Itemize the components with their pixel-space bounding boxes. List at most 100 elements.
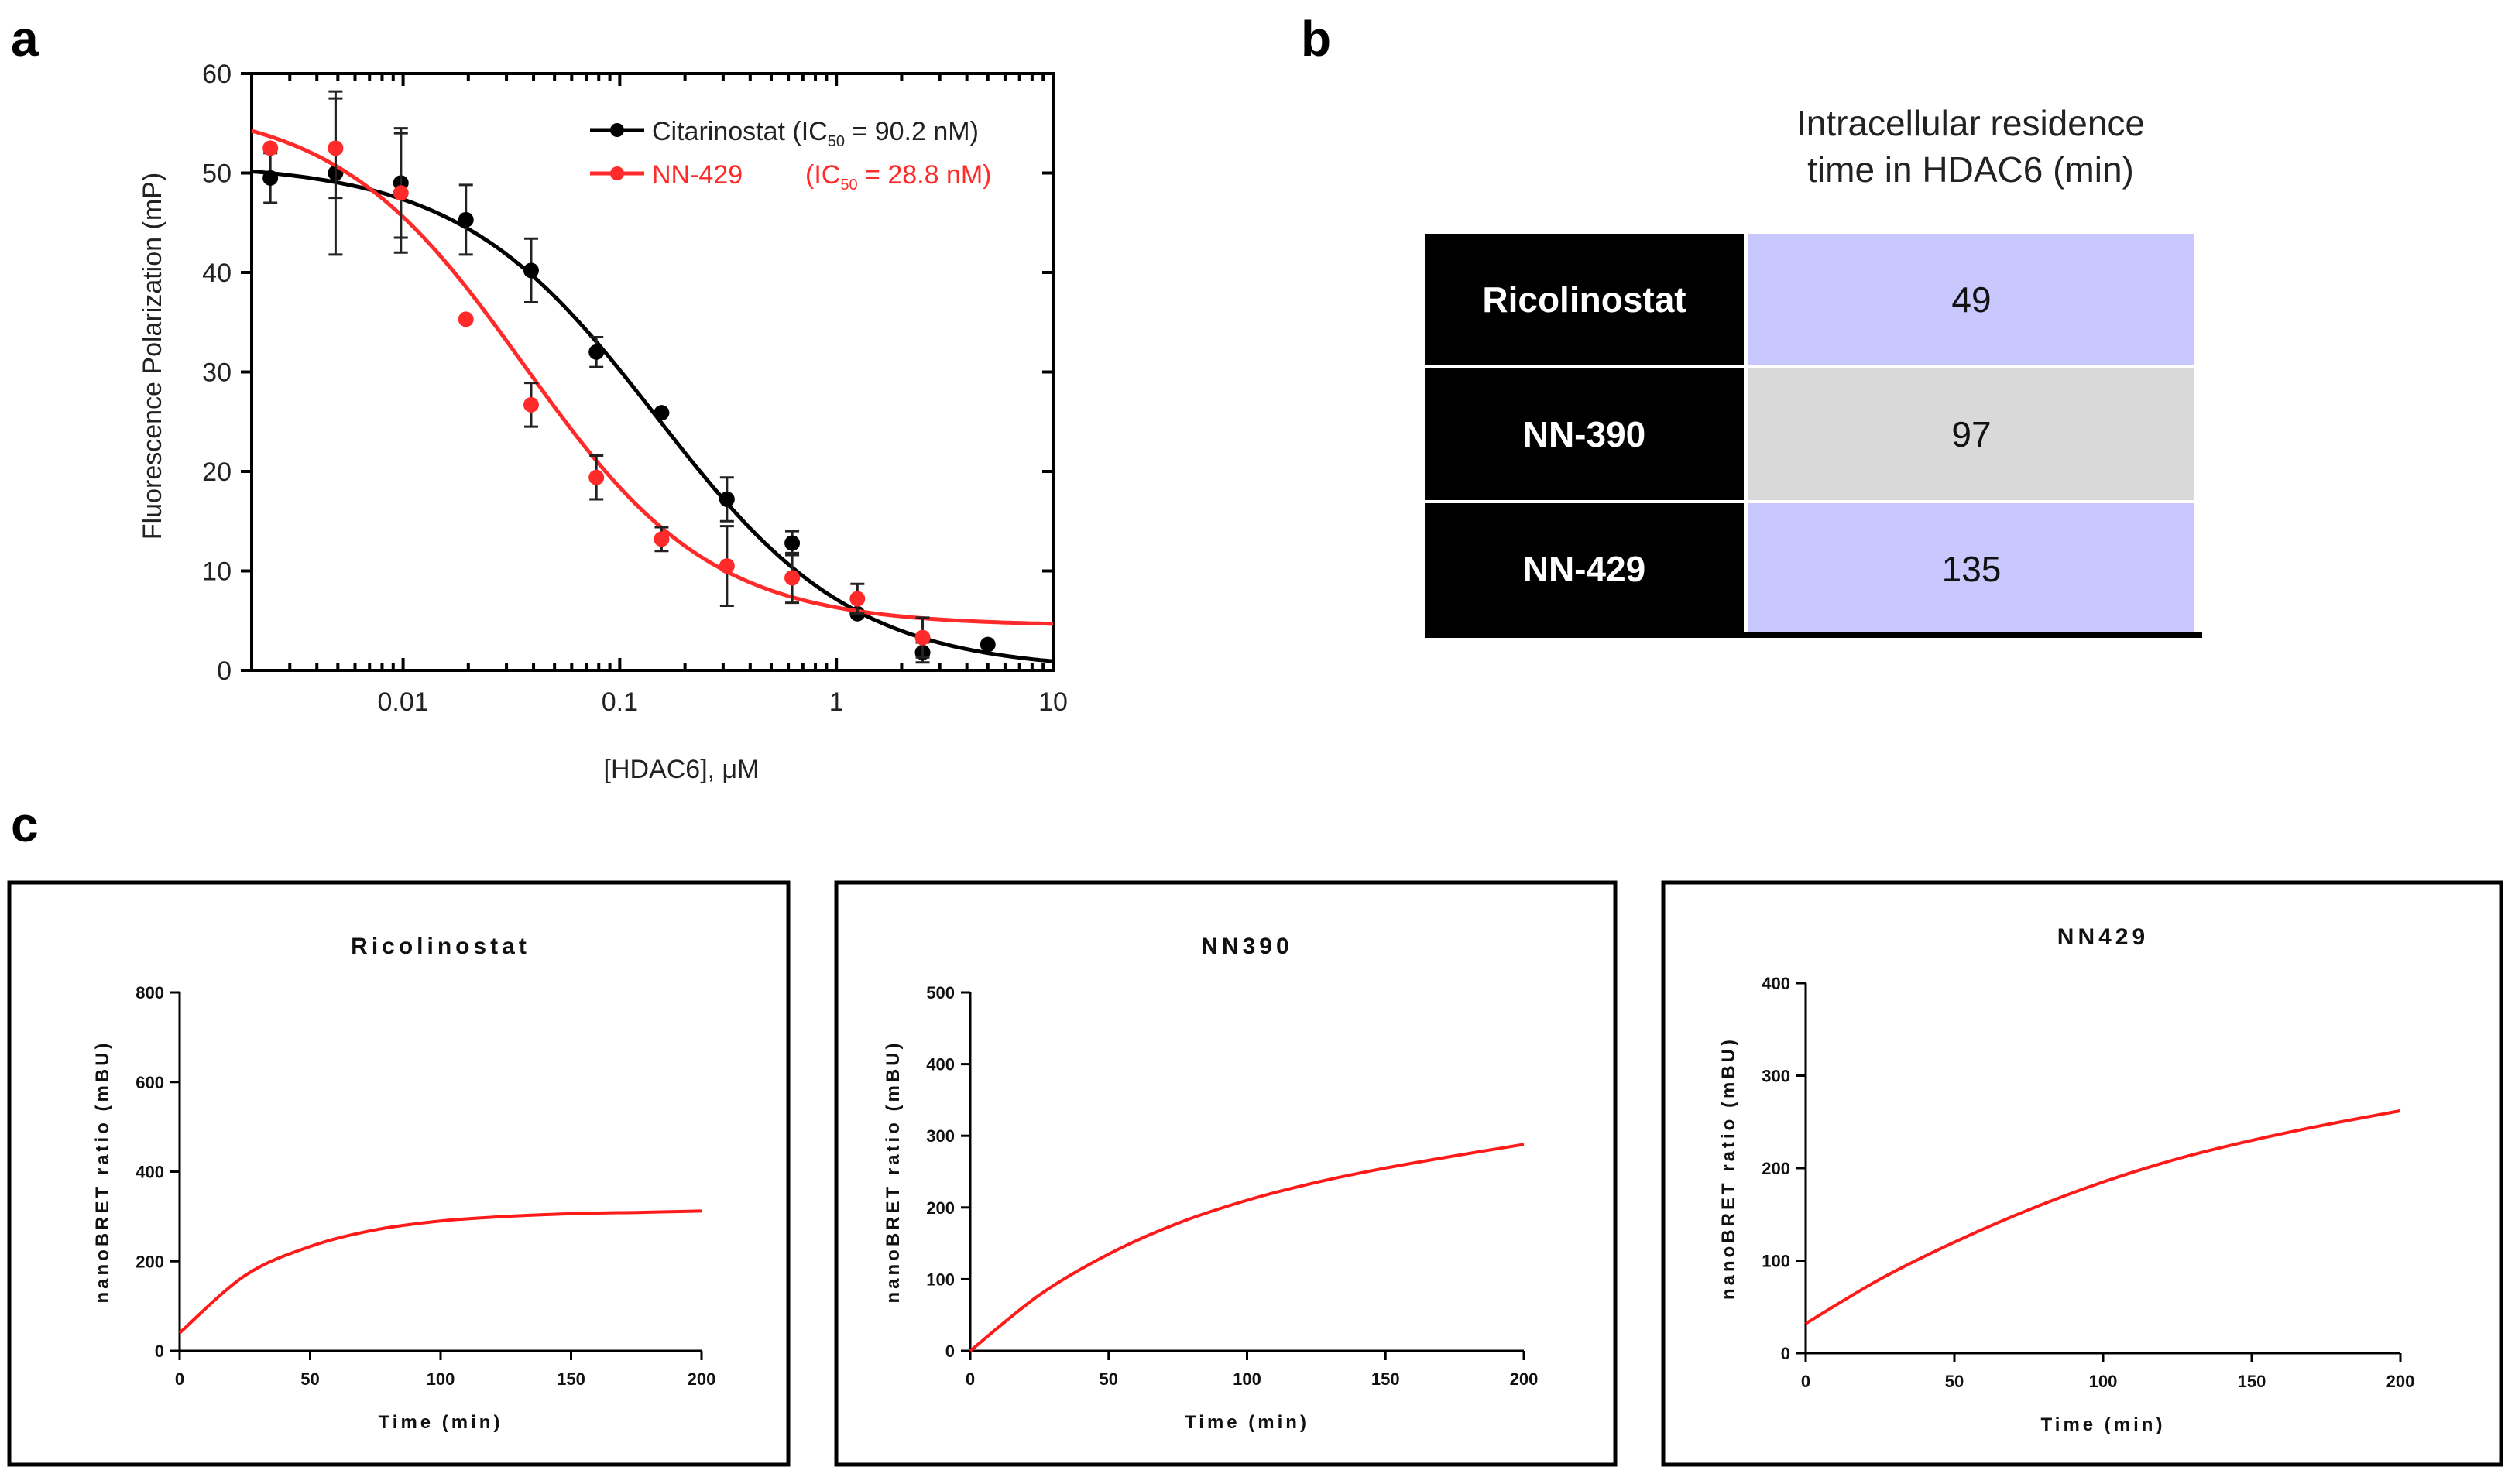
x-tick-label: 150 bbox=[2238, 1372, 2266, 1391]
residence-time-table: Ricolinostat 49 NN-390 97 NN-429 135 bbox=[1425, 234, 2202, 638]
data-point-nn-429 bbox=[523, 396, 539, 413]
table-row-label-cell bbox=[1425, 234, 1744, 365]
data-point-citarinostat bbox=[719, 491, 735, 507]
data-point-citarinostat bbox=[784, 535, 801, 551]
table-row-value-cell bbox=[1748, 234, 2194, 365]
x-tick-label: 200 bbox=[1510, 1369, 1539, 1389]
y-tick-label: 400 bbox=[136, 1163, 164, 1182]
legend-cit-tail: = 90.2 nM) bbox=[845, 117, 979, 146]
x-tick-label: 150 bbox=[557, 1369, 585, 1389]
y-tick-label: 60 bbox=[202, 60, 232, 89]
table-row-value-cell bbox=[1748, 503, 2194, 635]
legend-cit-sub: 50 bbox=[828, 133, 845, 150]
legend-label-nn429: NN-429 bbox=[652, 160, 743, 190]
y-tick-label: 400 bbox=[1762, 974, 1790, 993]
table-row-label: NN-390 bbox=[1523, 414, 1646, 454]
y-tick-label: 300 bbox=[1762, 1067, 1790, 1086]
y-tick-label: 500 bbox=[926, 983, 955, 1002]
table-row-label: NN-429 bbox=[1523, 549, 1646, 589]
y-tick-label: 100 bbox=[1762, 1252, 1790, 1271]
data-point-nn-429 bbox=[784, 570, 801, 586]
panel-c-charts: Ricolinostat 0 200 400 600 800 0 50 100 150 200 Tim… bbox=[7, 880, 2503, 1467]
panel-label-a: a bbox=[11, 11, 39, 67]
data-point-nn-429 bbox=[849, 591, 866, 607]
kinetic-chart-ricolinostat: Ricolinostat 0 200 400 600 800 0 50 100 150 200 Tim… bbox=[7, 880, 791, 1467]
y-tick-label: 50 bbox=[202, 159, 232, 189]
y-tick-label: 0 bbox=[1781, 1344, 1790, 1363]
table-row-label-cell bbox=[1425, 503, 1744, 635]
data-point-citarinostat bbox=[458, 211, 474, 228]
chart-title: NN429 bbox=[2057, 924, 2149, 950]
x-tick-label: 50 bbox=[300, 1369, 319, 1389]
x-tick-label: 1 bbox=[829, 687, 844, 717]
y-tick-label: 10 bbox=[202, 557, 232, 587]
table-row-value: 49 bbox=[1951, 279, 1991, 320]
data-point-nn-429 bbox=[458, 311, 474, 327]
fit-curve-citarinostat bbox=[251, 170, 1054, 663]
legend-ic50-nn429: (IC50 = 28.8 nM) bbox=[805, 160, 992, 194]
kinetic-chart-nn429: NN429 0 100 200 300 400 0 50 100 150 200 Time (min)… bbox=[1661, 880, 2503, 1467]
table-row-value: 135 bbox=[1942, 549, 2002, 589]
y-tick-label: 40 bbox=[202, 259, 232, 288]
chart-frame bbox=[7, 880, 791, 1467]
x-axis-title: Time (min) bbox=[1185, 1412, 1309, 1433]
data-point-citarinostat bbox=[980, 636, 996, 653]
y-tick-label: 0 bbox=[217, 656, 232, 686]
panel-label-b: b bbox=[1301, 11, 1331, 67]
data-point-citarinostat bbox=[588, 344, 605, 360]
y-axis-title: nanoBRET ratio (mBU) bbox=[883, 1040, 904, 1304]
y-axis-title: nanoBRET ratio (mBU) bbox=[1718, 1037, 1739, 1300]
x-tick-label: 150 bbox=[1371, 1369, 1400, 1389]
y-tick-label: 200 bbox=[926, 1198, 955, 1218]
data-point-nn-429 bbox=[262, 140, 279, 156]
legend-cit-text: Citarinostat (IC bbox=[652, 117, 828, 146]
panel-a-legend: Citarinostat (IC50 = 90.2 nM) NN-429 (IC… bbox=[590, 117, 992, 194]
table-row-label-cell bbox=[1425, 368, 1744, 500]
chart-frame bbox=[834, 880, 1618, 1467]
legend-nn-tail: = 28.8 nM) bbox=[858, 160, 992, 190]
chart-title: Ricolinostat bbox=[351, 934, 530, 959]
y-axis-title: nanoBRET ratio (mBU) bbox=[92, 1040, 113, 1304]
x-tick-label: 100 bbox=[1233, 1369, 1261, 1389]
table-header-line1: Intracellular residence bbox=[1796, 103, 2145, 143]
table-row-label: Ricolinostat bbox=[1482, 279, 1686, 320]
legend-nn-pre: (IC bbox=[805, 160, 840, 190]
nanobret-curve bbox=[178, 1209, 702, 1335]
table-row-value: 97 bbox=[1951, 414, 1991, 454]
y-tick-label: 0 bbox=[945, 1342, 955, 1361]
kinetic-chart-nn390: NN390 0 100 200 300 400 500 0 50 100 150 200 Time (m… bbox=[834, 880, 1618, 1467]
nanobret-curve bbox=[1804, 1109, 2401, 1325]
x-tick-label: 200 bbox=[2386, 1372, 2415, 1391]
y-tick-label: 0 bbox=[155, 1342, 164, 1361]
legend-label-citarinostat: Citarinostat (IC50 = 90.2 nM) bbox=[652, 117, 979, 150]
data-point-citarinostat bbox=[262, 170, 279, 186]
x-tick-label: 50 bbox=[1945, 1372, 1964, 1391]
y-tick-label: 30 bbox=[202, 358, 232, 388]
x-axis-title: Time (min) bbox=[2041, 1414, 2166, 1435]
x-tick-label: 0 bbox=[966, 1369, 975, 1389]
x-axis-title: Time (min) bbox=[379, 1412, 503, 1433]
data-point-nn-429 bbox=[588, 469, 605, 485]
legend-nn-sub: 50 bbox=[840, 177, 857, 194]
x-tick-label: 100 bbox=[427, 1369, 455, 1389]
panel-a-y-axis-title: Fluorescence Polarization (mP) bbox=[138, 173, 167, 540]
chart-title: NN390 bbox=[1201, 934, 1292, 959]
x-tick-label: 0 bbox=[175, 1369, 184, 1389]
panel-a-chart: 0 10 20 30 40 50 60 0.01 0.1 1 10 bbox=[202, 60, 1068, 717]
legend-marker-citarinostat bbox=[610, 123, 624, 137]
legend-marker-nn429 bbox=[610, 166, 624, 180]
x-tick-label: 10 bbox=[1038, 687, 1068, 717]
x-tick-label: 200 bbox=[688, 1369, 716, 1389]
y-tick-label: 400 bbox=[926, 1055, 955, 1074]
data-point-nn-429 bbox=[654, 531, 670, 547]
y-tick-label: 200 bbox=[136, 1252, 164, 1271]
data-point-nn-429 bbox=[914, 629, 931, 646]
y-tick-label: 100 bbox=[926, 1270, 955, 1289]
x-tick-label: 0 bbox=[1801, 1372, 1810, 1391]
y-tick-label: 600 bbox=[136, 1073, 164, 1092]
y-tick-label: 800 bbox=[136, 983, 164, 1002]
table-row-value-cell bbox=[1748, 368, 2194, 500]
x-tick-label: 100 bbox=[2089, 1372, 2118, 1391]
x-tick-label: 0.1 bbox=[602, 687, 638, 717]
